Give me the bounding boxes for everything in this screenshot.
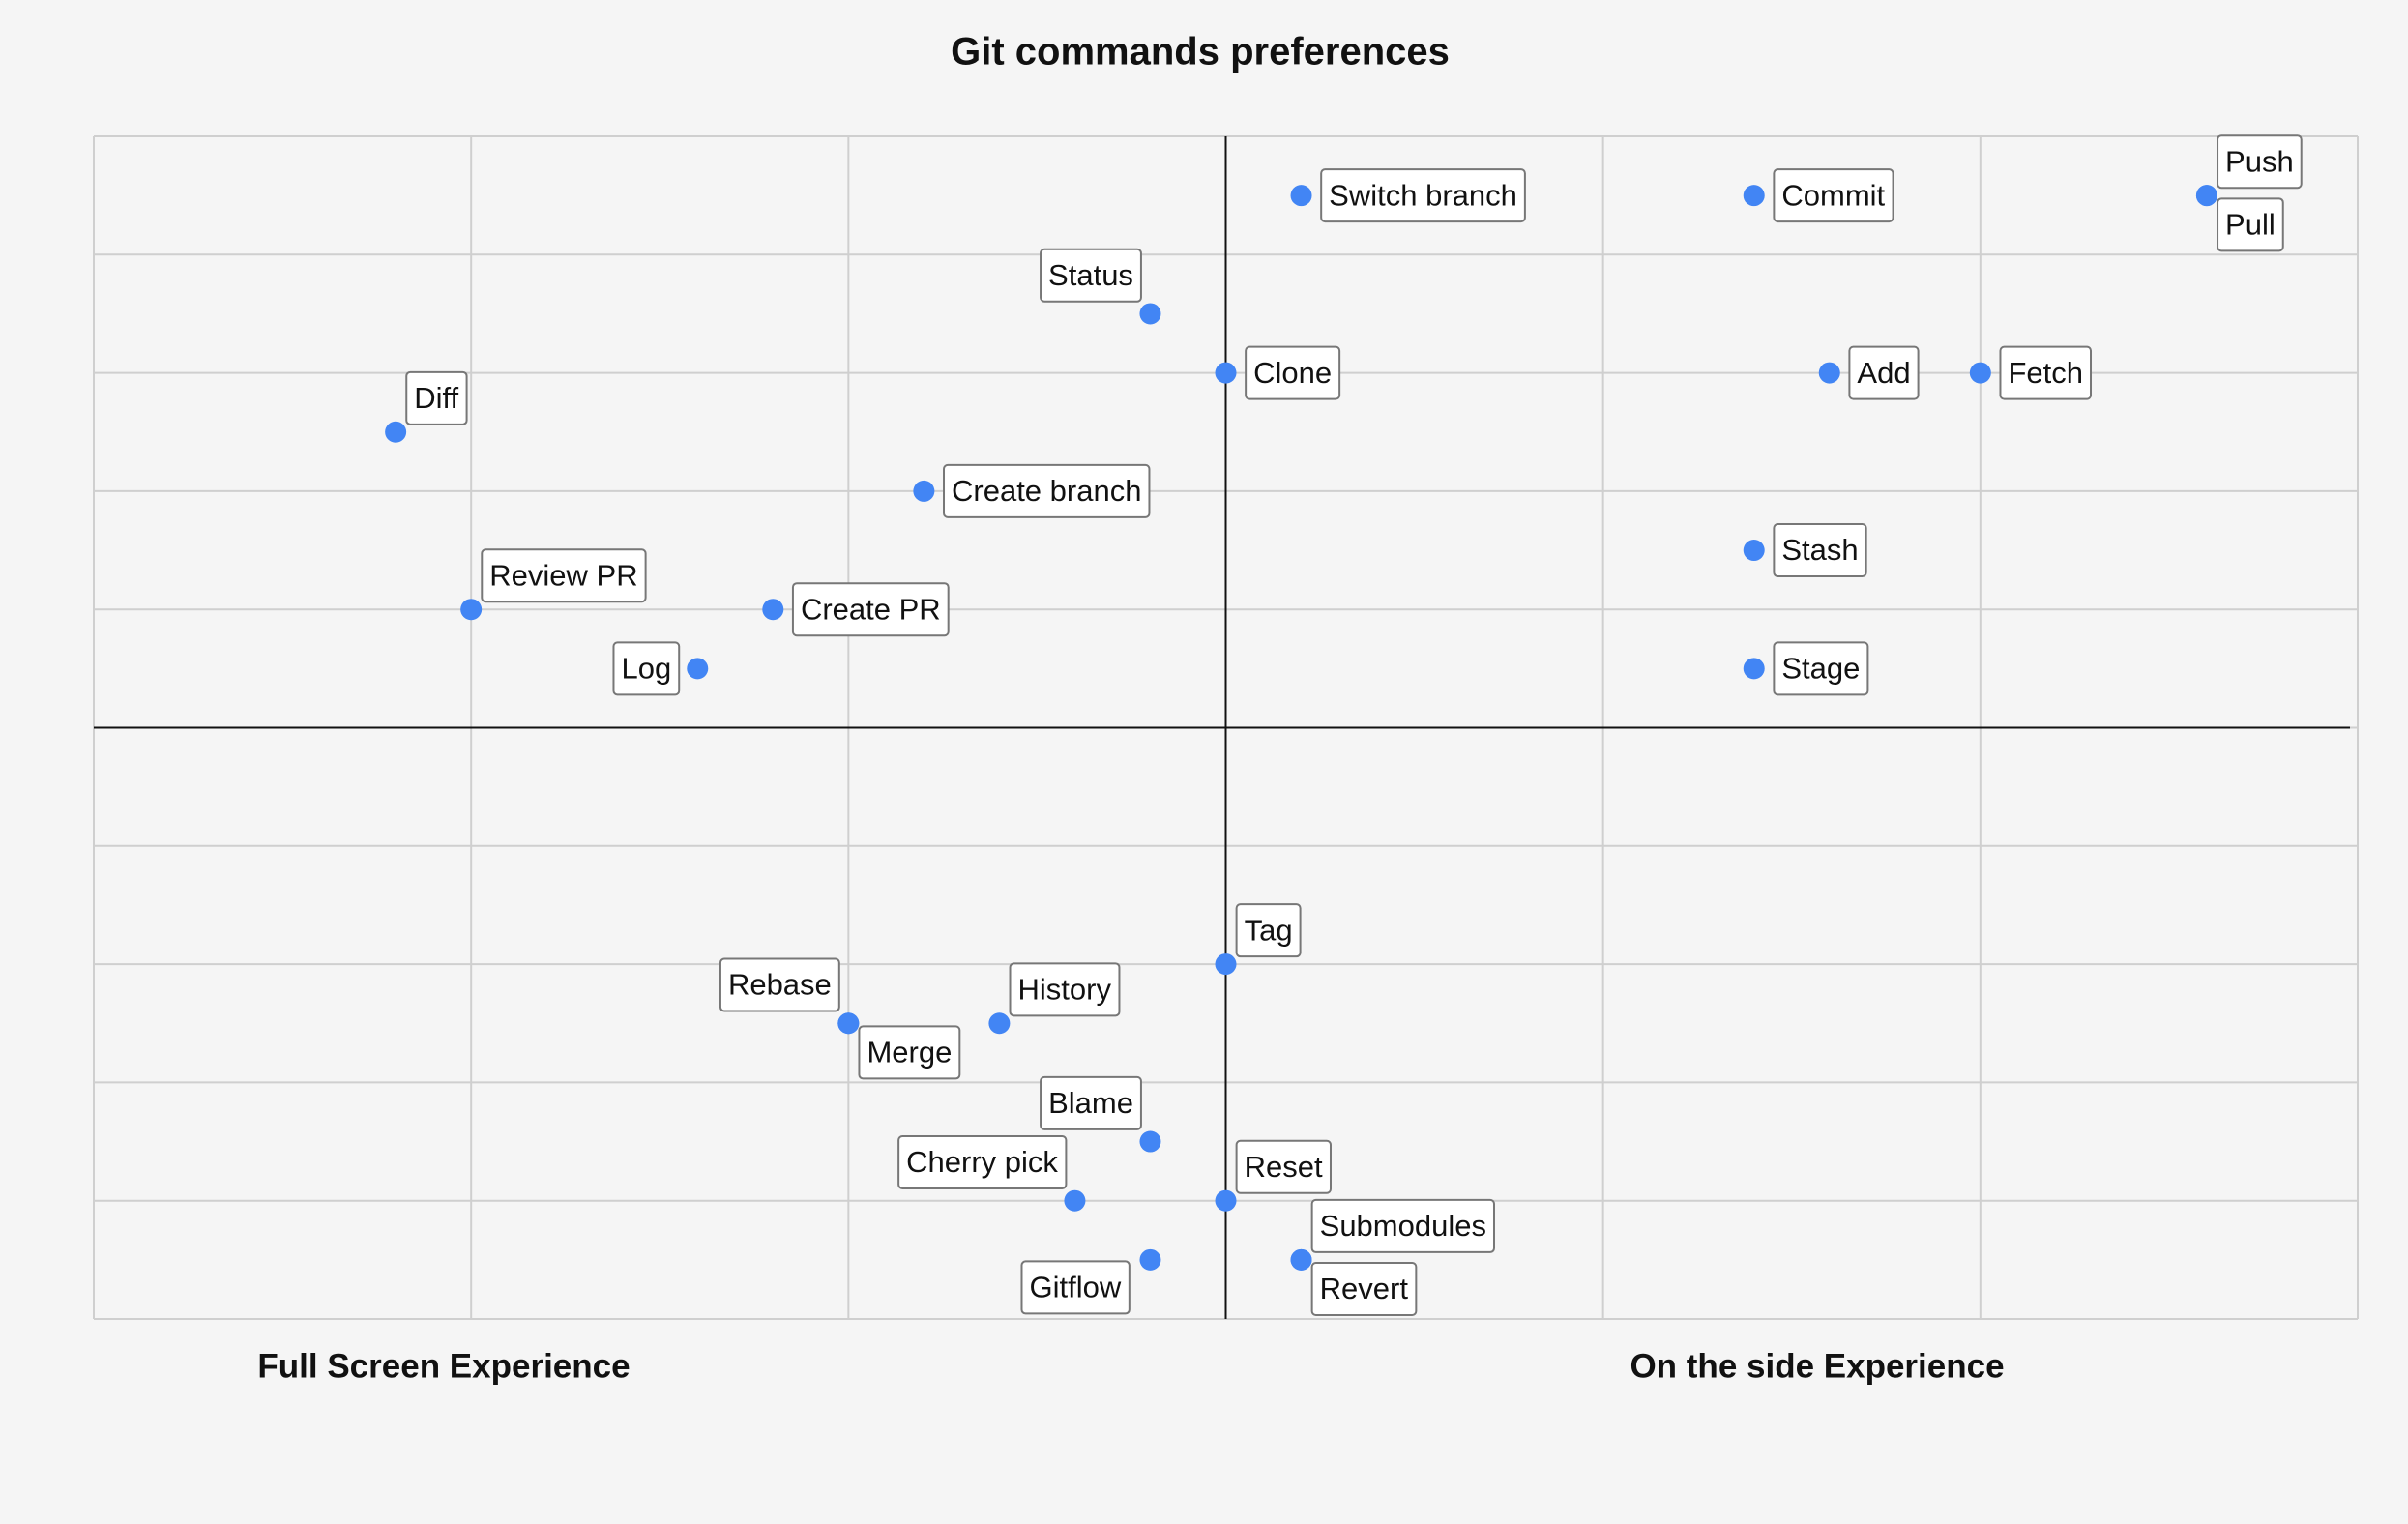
label-box <box>1235 903 1302 958</box>
point <box>1818 362 1840 384</box>
point <box>837 1012 860 1035</box>
label-box <box>2217 197 2284 252</box>
label-box <box>1040 1075 1142 1130</box>
point <box>913 480 935 502</box>
label-box <box>1320 168 1526 223</box>
point <box>1215 1189 1237 1212</box>
point <box>1743 185 1765 207</box>
point-label: Status <box>1048 258 1133 292</box>
point-label: Diff <box>414 381 458 415</box>
point <box>687 658 709 680</box>
point <box>1290 1248 1312 1271</box>
point-label: Clone <box>1253 356 1332 390</box>
point <box>1139 1130 1161 1153</box>
label-box <box>1235 1139 1332 1194</box>
point <box>1743 658 1765 680</box>
point <box>1290 185 1312 207</box>
label-box <box>1020 1260 1131 1315</box>
point <box>1139 1248 1161 1271</box>
point-label: Rebase <box>728 968 832 1002</box>
point <box>988 1012 1011 1035</box>
point-label: Review PR <box>489 558 637 592</box>
point-label: Revert <box>1320 1272 1409 1305</box>
label-box <box>791 582 950 637</box>
label-box <box>1848 345 1920 400</box>
chart-title: Git commands preferences <box>951 31 1450 73</box>
x-axis-label-right: On the side Experience <box>1630 1347 2004 1385</box>
point-label: Blame <box>1048 1086 1133 1120</box>
label-box <box>1009 962 1121 1017</box>
label-box <box>1773 168 1894 223</box>
point-label: Merge <box>866 1036 952 1070</box>
label-box <box>943 463 1151 518</box>
point-label: Tag <box>1245 913 1293 947</box>
label-box <box>405 370 468 425</box>
point <box>1215 362 1237 384</box>
label-box <box>481 548 647 603</box>
point-label: Push <box>2225 144 2294 178</box>
point-label: Reset <box>1245 1150 1323 1184</box>
point-label: Cherry pick <box>906 1145 1058 1179</box>
label-box <box>719 957 840 1012</box>
point-label: Submodules <box>1320 1209 1486 1243</box>
label-box <box>1040 248 1142 303</box>
label-box <box>1773 641 1869 696</box>
point <box>762 599 784 621</box>
point <box>1215 953 1237 976</box>
point <box>460 599 483 621</box>
point-label: Fetch <box>2008 356 2083 390</box>
point-label: Stage <box>1781 652 1860 686</box>
point-label: Switch branch <box>1329 178 1517 212</box>
label-box <box>1310 1262 1418 1317</box>
point-label: History <box>1018 973 1112 1007</box>
point <box>1969 362 1991 384</box>
point-label: Create branch <box>952 474 1141 508</box>
label-box <box>1310 1198 1495 1253</box>
point-label: Commit <box>1781 178 1885 212</box>
point-label: Stash <box>1781 533 1858 567</box>
label-box <box>1999 345 2093 400</box>
point <box>1064 1189 1086 1212</box>
point-label: Create PR <box>801 592 941 626</box>
label-box <box>612 641 681 696</box>
point <box>2195 185 2217 207</box>
label-box <box>1245 345 1341 400</box>
label-box <box>858 1025 961 1080</box>
point <box>1743 540 1765 562</box>
label-box <box>897 1134 1068 1189</box>
point-label: Gitflow <box>1029 1271 1121 1304</box>
point <box>1139 303 1161 325</box>
x-axis-label-left: Full Screen Experience <box>257 1347 630 1385</box>
point-label: Pull <box>2225 208 2276 242</box>
label-box <box>1773 523 1867 578</box>
point <box>385 421 407 443</box>
point-label: Add <box>1857 356 1910 390</box>
label-box <box>2217 134 2303 190</box>
point-label: Log <box>621 652 671 686</box>
